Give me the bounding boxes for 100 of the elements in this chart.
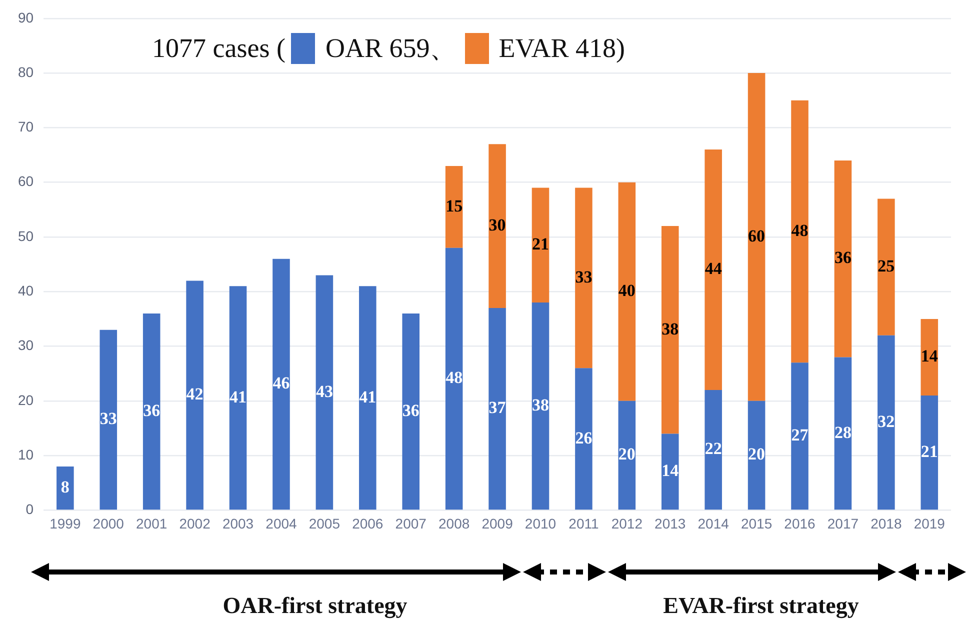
bar xyxy=(748,73,766,401)
bar xyxy=(272,258,290,510)
data-label: 33 xyxy=(575,267,592,286)
data-label: 38 xyxy=(662,319,679,338)
bar xyxy=(878,335,895,510)
bar xyxy=(791,100,808,363)
bar xyxy=(488,308,506,510)
bar xyxy=(920,395,938,510)
y-tick-label: 80 xyxy=(18,64,34,80)
x-tick-label: 2010 xyxy=(524,515,556,532)
y-tick-label: 20 xyxy=(18,392,34,408)
x-tick-label: 2004 xyxy=(266,515,298,532)
bar xyxy=(618,182,636,401)
y-tick-label: 70 xyxy=(18,118,34,135)
data-label: 36 xyxy=(834,248,852,268)
bar xyxy=(229,286,247,510)
bar xyxy=(445,166,463,248)
bar xyxy=(878,198,895,336)
data-label: 28 xyxy=(834,422,852,442)
data-label: 36 xyxy=(143,400,160,420)
y-tick-label: 0 xyxy=(26,501,34,518)
data-label: 20 xyxy=(618,444,636,464)
x-tick-label: 2000 xyxy=(92,515,124,532)
data-label: 41 xyxy=(230,387,247,406)
data-label: 14 xyxy=(662,461,680,480)
bar xyxy=(56,466,74,510)
data-label: 21 xyxy=(532,234,549,254)
data-label: 42 xyxy=(186,384,204,404)
x-tick-label: 2014 xyxy=(698,515,730,532)
bar xyxy=(575,368,592,510)
data-label: 32 xyxy=(878,412,895,431)
data-label: 41 xyxy=(359,387,376,406)
x-tick-label: 2011 xyxy=(568,515,599,532)
legend-title: 1077 cases ( xyxy=(152,32,286,64)
bar xyxy=(661,226,679,434)
data-label: 14 xyxy=(920,346,938,366)
x-tick-label: 2006 xyxy=(352,515,384,532)
data-label: 21 xyxy=(920,442,938,461)
x-tick-label: 2015 xyxy=(740,515,772,532)
data-label: 8 xyxy=(60,477,70,496)
x-tick-label: 2001 xyxy=(136,515,168,532)
bar xyxy=(575,188,592,368)
text: EVAR-first strategy xyxy=(663,593,859,619)
x-tick-label: 2012 xyxy=(611,515,643,532)
x-tick-label: 2017 xyxy=(827,515,859,532)
x-tick-label: 2016 xyxy=(784,515,816,532)
data-label: 44 xyxy=(704,259,722,278)
y-tick-label: 90 xyxy=(18,9,34,26)
x-tick-label: 2018 xyxy=(870,515,902,532)
x-tick-label: 2019 xyxy=(914,515,946,532)
bar xyxy=(748,400,766,510)
data-label: 26 xyxy=(575,428,592,448)
bar xyxy=(316,275,334,510)
bar xyxy=(661,434,679,510)
data-label: 25 xyxy=(878,256,895,276)
bar xyxy=(142,313,160,510)
bar xyxy=(186,280,204,510)
y-tick-label: 40 xyxy=(18,282,34,298)
data-label: 22 xyxy=(704,439,722,458)
bar xyxy=(618,400,636,510)
bar xyxy=(532,302,550,510)
x-tick-label: 2007 xyxy=(395,515,427,532)
bar xyxy=(359,286,376,510)
data-label: 48 xyxy=(791,220,808,240)
data-label: 30 xyxy=(488,215,506,234)
x-tick-label: 2002 xyxy=(179,515,211,532)
data-label: 37 xyxy=(488,398,506,418)
bar xyxy=(834,357,852,510)
y-tick-label: 60 xyxy=(18,173,34,190)
y-tick-label: 30 xyxy=(18,337,34,354)
data-label: 40 xyxy=(618,281,636,300)
x-tick-label: 2013 xyxy=(654,515,686,532)
data-label: 60 xyxy=(748,226,766,246)
bar xyxy=(791,362,808,510)
data-label: 38 xyxy=(532,395,549,414)
legend-label: OAR 659、 xyxy=(325,32,457,65)
x-tick-label: 1999 xyxy=(50,515,81,532)
bar xyxy=(445,248,463,510)
x-tick-label: 2009 xyxy=(482,515,514,532)
bar xyxy=(920,318,938,396)
bar xyxy=(532,188,550,303)
bar xyxy=(402,313,420,510)
bar xyxy=(704,150,722,390)
y-tick-label: 50 xyxy=(18,228,34,244)
text: OAR-first strategy xyxy=(222,593,408,619)
bar xyxy=(100,330,118,510)
bar xyxy=(488,144,506,308)
x-tick-label: 2005 xyxy=(308,515,340,532)
data-label: 20 xyxy=(748,444,766,464)
x-tick-label: 2003 xyxy=(222,515,254,532)
data-label: 43 xyxy=(316,382,333,401)
legend-label: EVAR 418) xyxy=(498,32,625,64)
data-label: 33 xyxy=(100,409,117,428)
data-label: 27 xyxy=(791,426,809,445)
bar xyxy=(834,160,852,358)
bar xyxy=(704,390,722,510)
y-tick-label: 10 xyxy=(18,446,34,462)
data-label: 36 xyxy=(402,400,420,420)
data-label: 46 xyxy=(272,374,290,393)
data-label: 48 xyxy=(446,368,463,388)
